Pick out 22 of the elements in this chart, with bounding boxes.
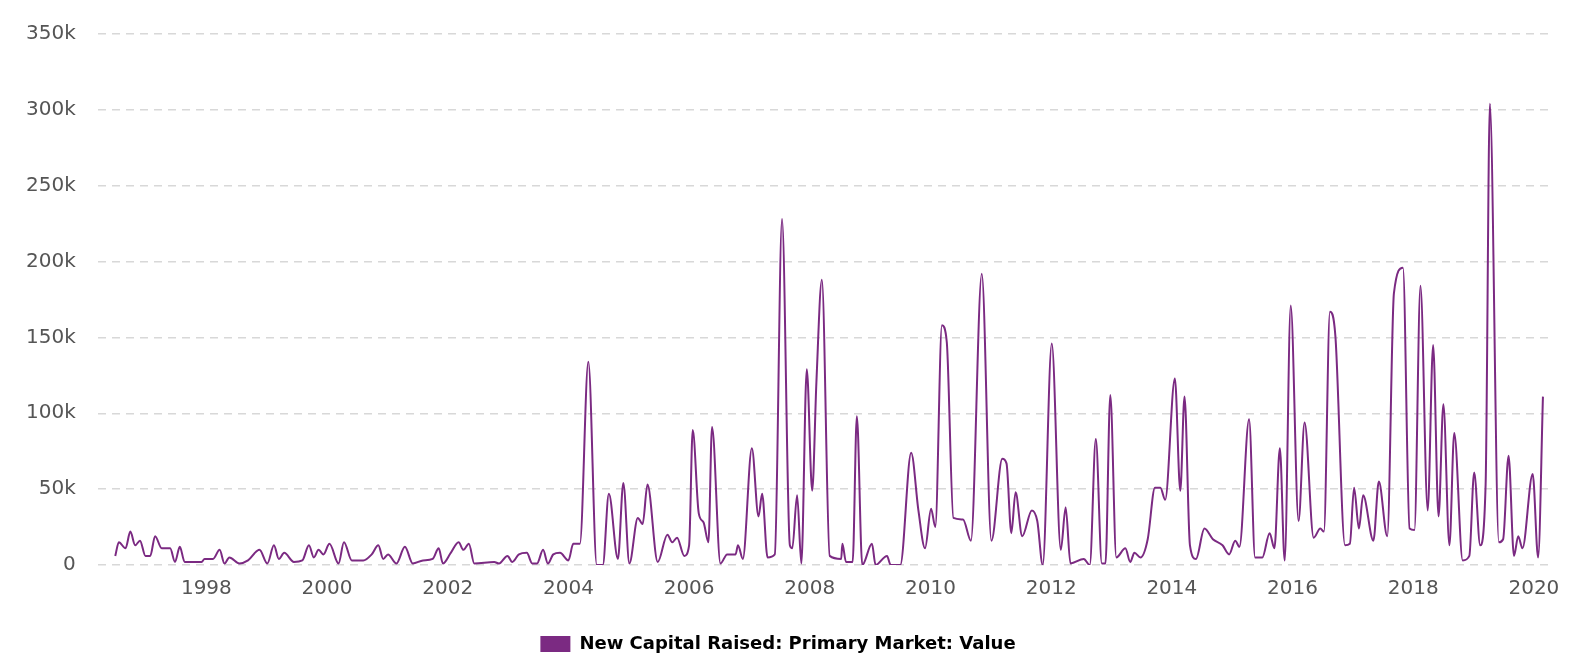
x-tick-label: 2000 <box>301 575 353 600</box>
y-tick-label: 300k <box>25 96 77 121</box>
x-tick-label: 2016 <box>1267 575 1318 600</box>
y-tick-label: 100k <box>25 399 77 424</box>
x-tick-label: 2012 <box>1025 575 1077 600</box>
x-tick-label: 2018 <box>1387 575 1439 600</box>
legend-label: New Capital Raised: Primary Market: Value <box>579 631 1016 653</box>
x-tick-label: 1998 <box>180 575 232 600</box>
y-tick-label: 150k <box>25 323 77 348</box>
x-tick-label: 2014 <box>1146 575 1198 600</box>
y-tick-label: 350k <box>25 20 77 45</box>
y-tick-label: 250k <box>25 171 77 196</box>
x-tick-label: 2004 <box>542 575 594 600</box>
x-tick-label: 2002 <box>422 575 474 600</box>
y-tick-label: 50k <box>38 475 77 500</box>
x-tick-label: 2006 <box>663 575 715 600</box>
x-tick-label: 2020 <box>1508 575 1560 600</box>
y-tick-label: 0 <box>63 551 76 576</box>
x-tick-label: 2008 <box>784 575 836 600</box>
line-series <box>114 102 1544 565</box>
y-tick-label: 200k <box>25 247 77 272</box>
x-tick-label: 2010 <box>905 575 956 600</box>
